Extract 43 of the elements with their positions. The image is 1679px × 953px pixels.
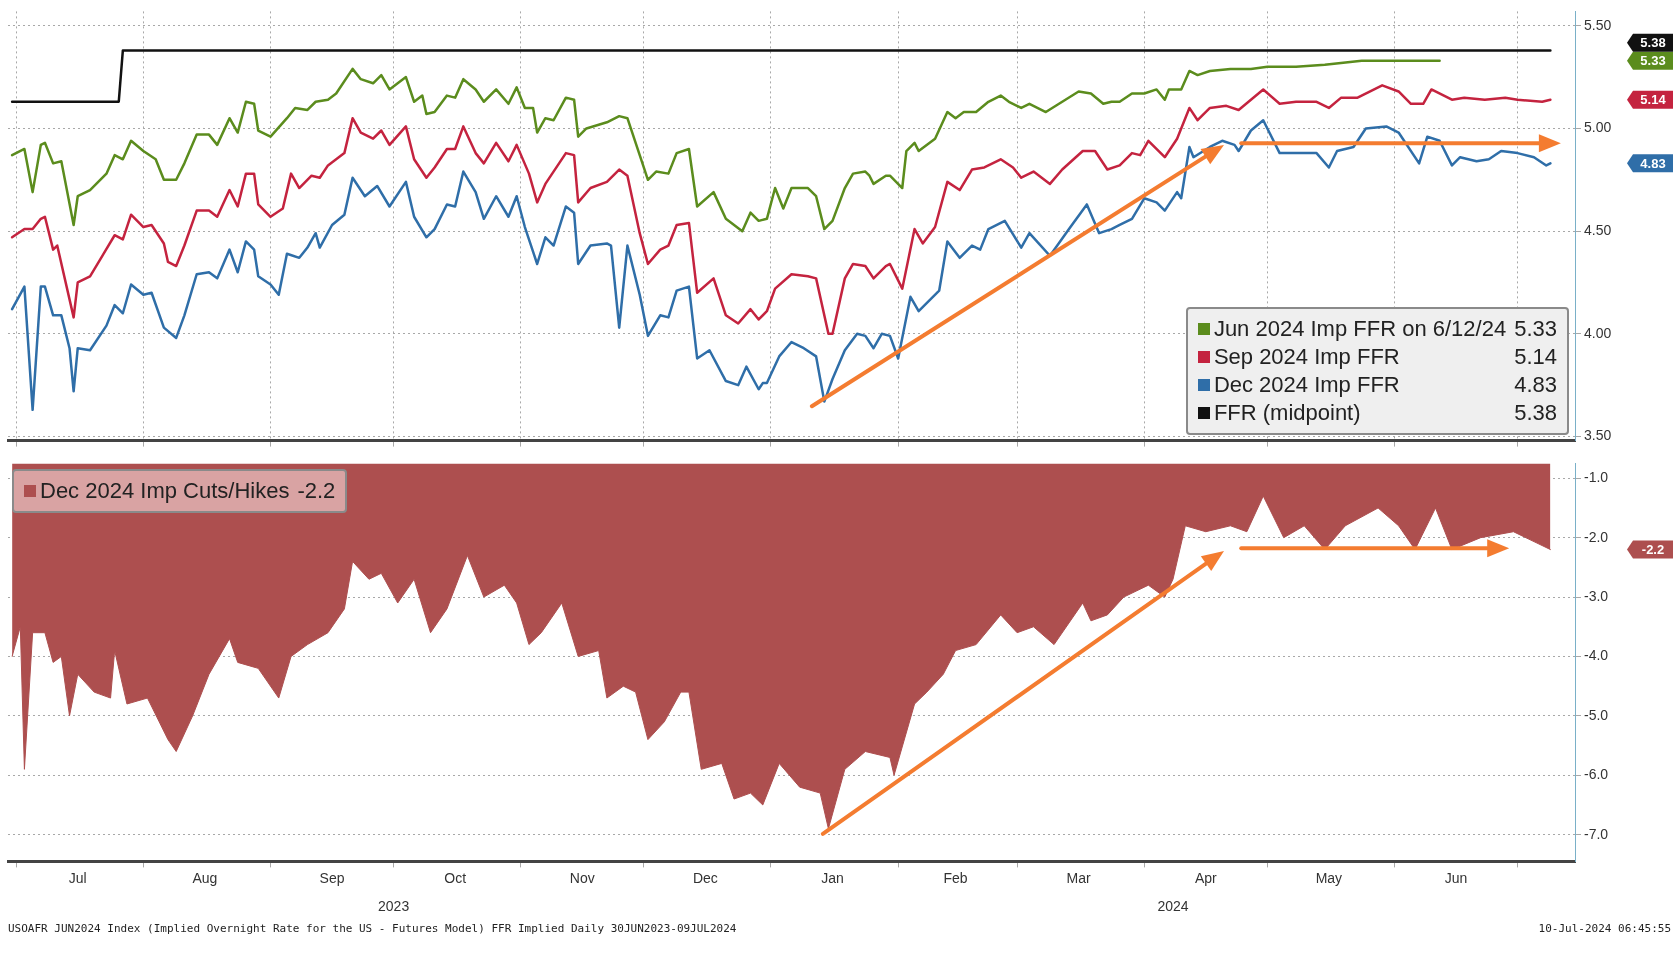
y-tick-label: 4.50 bbox=[1584, 221, 1612, 238]
legend-label: Dec 2024 Imp FFR bbox=[1213, 370, 1400, 399]
annotation: 5.14 bbox=[1514, 342, 1557, 371]
y-tick-label: 5.00 bbox=[1584, 119, 1612, 136]
y-tick-label: -7.0 bbox=[1584, 825, 1609, 842]
x-tick-label: Sep bbox=[319, 869, 345, 886]
text: USOAFR JUN2024 Index (Implied Overnight Rate for the US - Futures Model) FFR Implied Daily 30JUN2023-09JUL2024 bbox=[8, 921, 737, 937]
annotation: 5.33 bbox=[1514, 314, 1557, 343]
x2-tick-label: 2023 bbox=[378, 898, 410, 915]
x-tick-label: Nov bbox=[569, 869, 595, 886]
y-tick-label: 5.50 bbox=[1584, 16, 1612, 33]
legend-label: FFR (midpoint) bbox=[1213, 398, 1361, 427]
y-tick-label: -4.0 bbox=[1584, 647, 1609, 664]
x-tick-label: Jan bbox=[821, 869, 844, 886]
annotation: 4.83 bbox=[1514, 370, 1557, 399]
x-tick-label: Apr bbox=[1194, 869, 1218, 886]
x-tick-label: Dec bbox=[692, 869, 718, 886]
x-tick-label: May bbox=[1315, 869, 1343, 886]
text: 10-Jul-2024 06:45:55 bbox=[1538, 921, 1671, 937]
text: 5.38 bbox=[1640, 35, 1666, 51]
y-tick-label: 3.50 bbox=[1584, 427, 1612, 444]
y-tick-label: -1.0 bbox=[1584, 469, 1609, 486]
y-tick-label: 4.00 bbox=[1584, 324, 1612, 341]
text: 5.14 bbox=[1640, 92, 1666, 108]
x2-tick-label: 2024 bbox=[1157, 898, 1189, 915]
y-tick-label: -5.0 bbox=[1584, 706, 1609, 723]
legend-label: Jun 2024 Imp FFR on 6/12/24 bbox=[1213, 314, 1507, 343]
annotation: -2.2 bbox=[297, 477, 336, 506]
y-tick-label: -3.0 bbox=[1584, 587, 1609, 604]
x-tick-label: Jun bbox=[1444, 869, 1468, 886]
x-tick-label: Jul bbox=[68, 869, 87, 886]
series-label: Dec 2024 Imp Cuts/Hikes bbox=[40, 477, 290, 506]
x-tick-label: Oct bbox=[444, 869, 467, 886]
y-tick-label: -6.0 bbox=[1584, 766, 1609, 783]
x-tick-label: Aug bbox=[192, 869, 218, 886]
x-tick-label: Mar bbox=[1066, 869, 1092, 886]
text: 5.33 bbox=[1640, 53, 1666, 69]
annotation: 5.38 bbox=[1514, 398, 1557, 427]
text: -2.2 bbox=[1641, 542, 1665, 558]
legend-label: Sep 2024 Imp FFR bbox=[1213, 342, 1400, 371]
text: 4.83 bbox=[1640, 155, 1666, 171]
x-tick-label: Feb bbox=[943, 869, 968, 886]
y-tick-label: -2.0 bbox=[1584, 528, 1609, 545]
